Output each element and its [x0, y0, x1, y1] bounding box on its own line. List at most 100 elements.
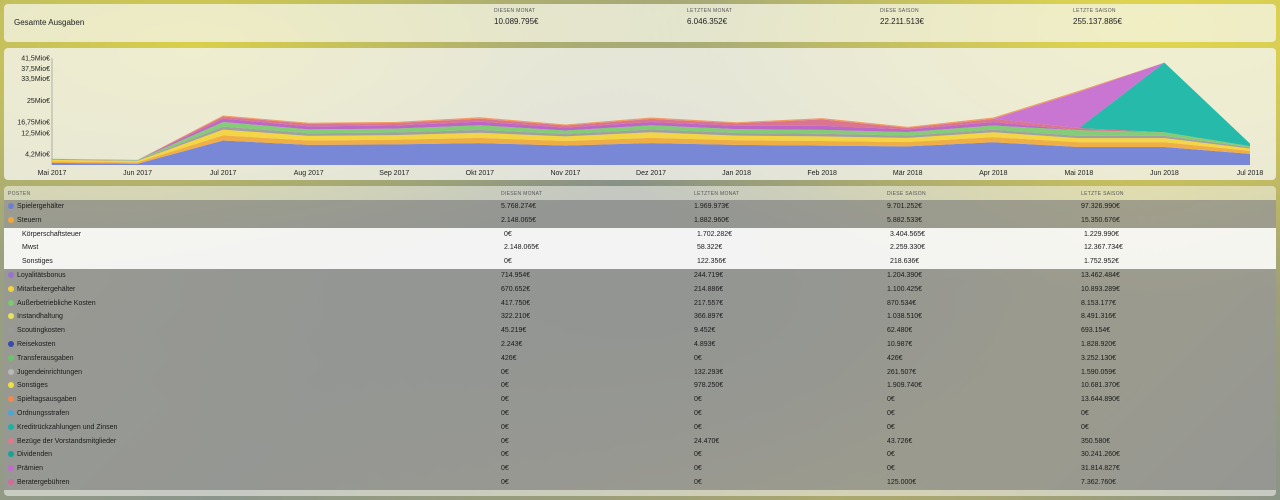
series-color-dot-icon	[8, 382, 14, 389]
row-value: 97.326.990€	[1081, 203, 1120, 210]
table-row[interactable]: Prämien 0€ 0€ 0€ 31.814.827€	[4, 462, 1276, 476]
row-value: 62.480€	[887, 327, 913, 335]
row-value: 0€	[694, 478, 702, 486]
row-value: 0€	[887, 396, 895, 404]
row-value: 670.652€	[501, 285, 531, 293]
row-value: 0€	[501, 437, 509, 445]
row-label: Körperschaftsteuer	[22, 230, 82, 238]
row-name: Körperschaftsteuer	[22, 231, 81, 238]
row-value: 7.362.760€	[1081, 478, 1117, 486]
stat-value: 255.137.885€	[1073, 17, 1122, 26]
header-last-month: Letzten Monat	[694, 191, 740, 197]
row-label: Scoutingkosten	[17, 327, 65, 335]
table-row[interactable]: Jugendeinrichtungen 0€ 132.293€ 261.507€ 1.5…	[4, 365, 1276, 380]
row-value: 1.882.960€	[694, 216, 730, 224]
table-row[interactable]: Instandhaltung 322.210€ 366.897€ 1.038.510€…	[4, 310, 1276, 325]
expense-area-chart: 4,2Mio€ 12,5Mio€ 16,75Mio€ 25Mio€ 33,5Mio€ 37…	[17, 56, 1264, 178]
stat-label: Letzten Monat	[687, 8, 733, 14]
row-name: Transferausgaben	[8, 354, 74, 362]
row-value: 261.507€	[887, 368, 917, 376]
row-value: 8.153.177€	[1081, 299, 1117, 307]
row-label: Mitarbeitergehälter	[17, 285, 76, 293]
table-row[interactable]: Dividenden 0€ 0€ 0€ 30.241.260€	[4, 448, 1276, 463]
y-tick-label: 12,5Mio€	[21, 130, 50, 137]
area-series-0	[52, 140, 1250, 165]
row-value: 693.154€	[1081, 327, 1111, 335]
series-color-dot-icon	[8, 368, 14, 375]
row-value: 13.644.890€	[1081, 396, 1120, 404]
table-row[interactable]: Reisekosten 2.243€ 4.893€ 10.987€ 1.828.920€	[4, 337, 1276, 352]
row-value: 0€	[694, 354, 702, 362]
row-label: Sonstiges	[22, 258, 53, 266]
row-value: 0€	[501, 396, 509, 404]
row-value: 45.219€	[501, 327, 527, 335]
row-value: 4.893€	[694, 340, 716, 348]
row-label: Reisekosten	[17, 340, 56, 348]
series-color-dot-icon	[8, 423, 14, 430]
row-label: Loyalitätsbonus	[17, 271, 66, 279]
table-row[interactable]: Loyalitätsbonus 714.954€ 244.719€ 1.204.390…	[4, 268, 1276, 283]
table-row[interactable]: Ordnungsstrafen 0€ 0€ 0€ 0€	[4, 406, 1276, 421]
row-value: 1.590.059€	[1081, 368, 1117, 376]
row-name: Scoutingkosten	[8, 327, 65, 334]
table-row[interactable]: Scoutingkosten 45.219€ 9.452€ 62.480€ 693.15…	[4, 324, 1276, 338]
table-row[interactable]: Kreditrückzahlungen und Zinsen 0€ 0€ 0€ 0€	[4, 420, 1276, 435]
row-value: 0€	[694, 409, 702, 417]
table-row[interactable]: Außerbetriebliche Kosten 417.750€ 217.557€…	[4, 296, 1276, 311]
summary-title: Gesamte Ausgaben	[14, 18, 85, 27]
x-tick-label: Jun 2018	[1150, 170, 1179, 177]
area-series-4	[52, 121, 1250, 161]
row-value: 870.534€	[887, 299, 917, 307]
row-value: 0€	[694, 465, 702, 473]
row-name: Kreditrückzahlungen und Zinsen	[8, 423, 117, 431]
row-value: 30.241.260€	[1081, 451, 1120, 459]
row-value: 426€	[887, 354, 903, 362]
x-tick-label: Sep 2017	[379, 170, 409, 177]
expense-chart-panel: 4,2Mio€ 12,5Mio€ 16,75Mio€ 25Mio€ 33,5Mio€ 37…	[4, 48, 1276, 180]
x-tick-label: Mai 2017	[38, 170, 67, 177]
row-name: Beratergebühren	[8, 478, 70, 486]
y-tick-label: 25Mio€	[27, 98, 50, 105]
row-value: 0€	[1081, 409, 1089, 417]
y-tick-label: 41,5Mio€	[21, 56, 50, 63]
x-tick-label: Jul 2017	[210, 170, 237, 177]
row-value: 0€	[887, 465, 895, 473]
table-row[interactable]: Sonstiges 0€ 978.250€ 1.909.740€ 10.681.370€	[4, 379, 1276, 394]
table-row[interactable]: Spielergehälter 5.768.274€ 1.969.973€ 9.701…	[4, 200, 1276, 214]
row-value: 10.681.370€	[1081, 382, 1120, 390]
header-posten: Posten	[8, 191, 31, 197]
table-row[interactable]: Körperschaftsteuer 0€ 1.702.282€ 3.404.565€…	[4, 227, 1276, 242]
table-row[interactable]: Beratergebühren 0€ 0€ 125.000€ 7.362.760€	[4, 475, 1276, 490]
x-tick-label: Mai 2018	[1064, 170, 1093, 177]
table-row[interactable]: Mitarbeitergehälter 670.652€ 214.886€ 1.100…	[4, 282, 1276, 297]
row-label: Prämien	[17, 465, 44, 473]
table-row[interactable]: Sonstiges 0€ 122.356€ 218.636€ 1.752.952€	[4, 255, 1276, 269]
stat-this-month: Diesen Monat 10.089.795€	[494, 8, 539, 26]
x-tick-label: Jul 2018	[1237, 170, 1264, 177]
area-series-2	[52, 129, 1250, 163]
x-tick-label: Jun 2017	[123, 170, 152, 177]
x-tick-label: Okt 2017	[466, 170, 495, 177]
row-value: 350.580€	[1081, 437, 1111, 445]
stat-label: Diese Saison	[880, 8, 919, 14]
row-value: 1.229.990€	[1084, 230, 1120, 238]
stat-value: 6.046.352€	[687, 17, 728, 26]
table-row[interactable]: Bezüge der Vorstandsmitglieder 0€ 24.470€ 4…	[4, 434, 1276, 449]
table-header: Posten Diesen Monat Letzten Monat Diese …	[4, 186, 1276, 200]
row-label: Steuern	[17, 216, 42, 224]
row-name: Spielergehälter	[8, 203, 64, 210]
series-color-dot-icon	[8, 299, 14, 306]
stat-last-month: Letzten Monat 6.046.352€	[687, 8, 732, 26]
row-label: Bezüge der Vorstandsmitglieder	[17, 437, 117, 445]
row-value: 714.954€	[501, 271, 531, 279]
table-row[interactable]: Mwst 2.148.065€ 58.322€ 2.259.330€ 12.367.73…	[4, 241, 1276, 256]
series-color-dot-icon	[8, 437, 14, 444]
row-label: Außerbetriebliche Kosten	[17, 299, 96, 307]
row-name: Sonstiges	[8, 382, 48, 389]
row-value: 322.210€	[501, 313, 531, 321]
row-name: Reisekosten	[8, 340, 56, 348]
summary-panel: Gesamte Ausgaben Diesen Monat 10.089.795…	[4, 4, 1276, 42]
table-row[interactable]: Transferausgaben 426€ 0€ 426€ 3.252.130€	[4, 351, 1276, 366]
table-row[interactable]: Steuern 2.148.065€ 1.882.960€ 5.882.533€ 15.…	[4, 213, 1276, 228]
table-row[interactable]: Spieltagsausgaben 0€ 0€ 0€ 13.644.890€	[4, 393, 1276, 407]
